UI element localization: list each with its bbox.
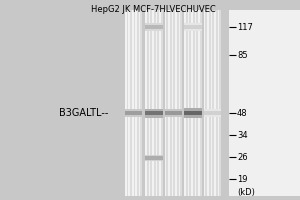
Bar <box>165 10 167 196</box>
Bar <box>139 10 140 196</box>
Bar <box>207 10 209 196</box>
Bar <box>177 10 178 196</box>
Bar <box>134 10 135 196</box>
Bar <box>145 10 147 196</box>
Bar <box>178 10 180 196</box>
Bar <box>204 10 221 196</box>
Bar <box>152 10 154 196</box>
Bar <box>158 10 159 196</box>
Text: 26: 26 <box>237 152 247 162</box>
Bar <box>125 10 142 196</box>
Bar <box>145 156 163 160</box>
Bar <box>193 10 195 196</box>
Bar <box>184 10 186 196</box>
Bar <box>175 10 177 196</box>
Bar <box>156 10 158 196</box>
Bar <box>125 111 142 115</box>
Text: 48: 48 <box>237 108 247 117</box>
Bar <box>188 10 189 196</box>
Bar <box>145 108 163 117</box>
Bar <box>184 25 202 29</box>
Bar <box>184 10 202 196</box>
Bar <box>165 109 182 117</box>
Bar <box>165 10 182 196</box>
Bar <box>147 10 149 196</box>
Bar <box>214 10 216 196</box>
Bar <box>132 10 134 196</box>
Bar <box>125 10 127 196</box>
Text: 85: 85 <box>237 50 247 60</box>
Bar <box>172 10 173 196</box>
Bar <box>216 10 218 196</box>
Text: B3GALTL--: B3GALTL-- <box>58 108 108 118</box>
Text: (kD): (kD) <box>237 188 255 196</box>
Bar <box>211 10 212 196</box>
Bar <box>212 10 214 196</box>
Bar <box>145 25 163 29</box>
Bar <box>219 10 221 196</box>
Bar <box>125 109 142 117</box>
Bar <box>195 10 197 196</box>
Bar <box>145 23 163 31</box>
Bar <box>191 10 193 196</box>
Text: 117: 117 <box>237 22 253 31</box>
Bar <box>167 10 168 196</box>
Bar <box>209 10 211 196</box>
Bar <box>168 10 170 196</box>
Bar <box>149 10 150 196</box>
Bar <box>145 155 163 161</box>
Bar <box>161 10 163 196</box>
Bar <box>180 10 182 196</box>
Bar <box>145 10 163 196</box>
Bar <box>186 10 188 196</box>
Text: 19: 19 <box>237 174 247 184</box>
Bar <box>173 10 175 196</box>
Bar <box>137 10 139 196</box>
Bar <box>140 10 142 196</box>
Bar <box>204 109 221 117</box>
Text: 34: 34 <box>237 130 247 140</box>
Bar <box>206 10 207 196</box>
Bar <box>145 111 163 115</box>
Bar <box>127 10 128 196</box>
Bar <box>150 10 152 196</box>
Bar <box>165 111 182 115</box>
Bar <box>196 10 198 196</box>
Bar <box>204 10 206 196</box>
Bar <box>184 23 202 31</box>
Bar <box>204 111 221 115</box>
Bar <box>170 10 172 196</box>
Bar <box>159 10 161 196</box>
Bar <box>189 10 191 196</box>
Bar <box>184 108 202 118</box>
Bar <box>200 10 202 196</box>
Bar <box>154 10 156 196</box>
Bar <box>135 10 137 196</box>
Bar <box>198 10 200 196</box>
Text: HepG2 JK MCF-7HLVECHUVEC: HepG2 JK MCF-7HLVECHUVEC <box>91 5 215 14</box>
Bar <box>229 10 300 196</box>
Bar <box>218 10 219 196</box>
Bar <box>184 111 202 115</box>
Bar <box>130 10 132 196</box>
Bar <box>128 10 130 196</box>
